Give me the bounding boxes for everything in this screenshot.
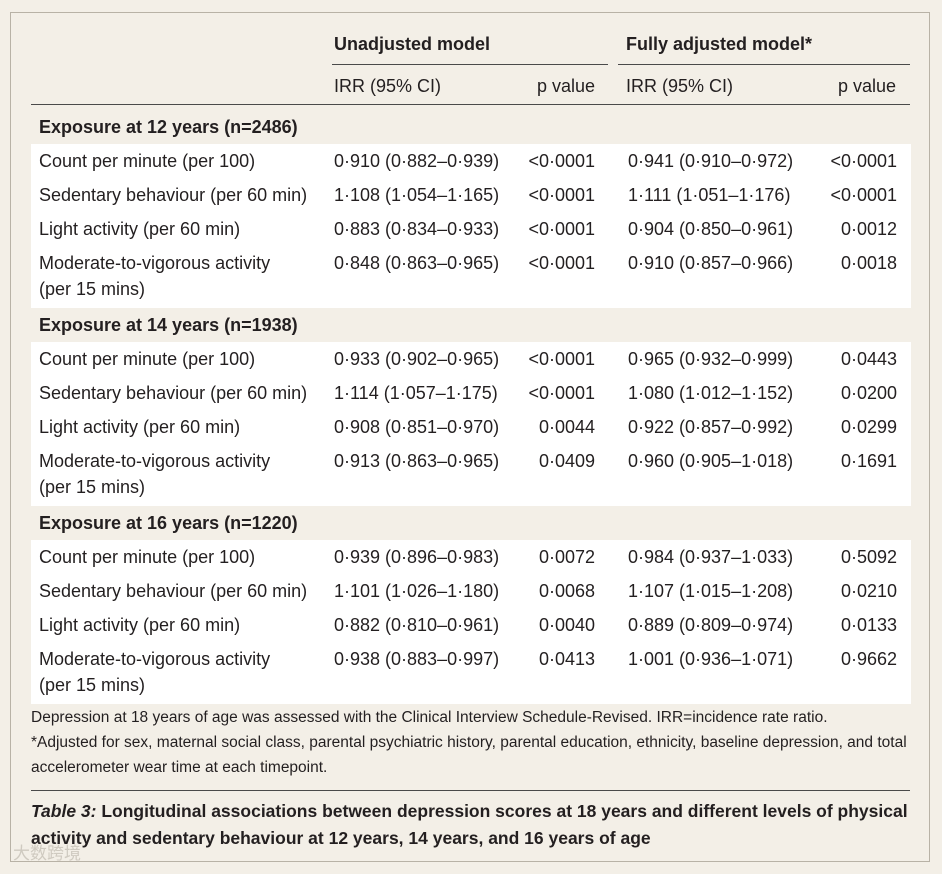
- column-header: IRR (95% CI): [626, 76, 734, 96]
- cell: 0·5092: [840, 547, 897, 567]
- cell: 1·080 (1·012–1·152): [628, 383, 794, 403]
- cell: <0·0001: [830, 185, 897, 205]
- cell: 1·111 (1·051–1·176): [628, 185, 791, 205]
- cell: 0·0018: [840, 253, 897, 273]
- cell: <0·0001: [528, 383, 595, 403]
- cell: 0·0012: [840, 219, 897, 239]
- rule: [31, 104, 910, 105]
- cell: 0·882 (0·810–0·961): [334, 615, 500, 635]
- cell: 0·0413: [538, 649, 595, 669]
- row-label: (per 15 mins): [39, 477, 146, 497]
- section-title: Exposure at 12 years (n=2486): [39, 117, 298, 137]
- cell: <0·0001: [528, 151, 595, 171]
- row-label: (per 15 mins): [39, 279, 146, 299]
- cell: 0·960 (0·905–1·018): [628, 451, 794, 471]
- cell: 0·1691: [840, 451, 897, 471]
- row-label: Light activity (per 60 min): [39, 417, 241, 437]
- column-header: p value: [837, 76, 896, 96]
- cell: 0·0040: [538, 615, 595, 635]
- column-header: IRR (95% CI): [334, 76, 442, 96]
- cell: 1·107 (1·015–1·208): [628, 581, 794, 601]
- cell: <0·0001: [528, 185, 595, 205]
- rule: [31, 790, 910, 791]
- footnote: *Adjusted for sex, maternal social class…: [31, 734, 907, 776]
- cell: <0·0001: [528, 219, 595, 239]
- footnote: Depression at 18 years of age was assess…: [31, 709, 828, 726]
- cell: 0·922 (0·857–0·992): [628, 417, 794, 437]
- cell: 0·938 (0·883–0·997): [334, 649, 500, 669]
- column-header: p value: [536, 76, 595, 96]
- cell: 0·910 (0·857–0·966): [628, 253, 794, 273]
- cell: 0·0068: [538, 581, 595, 601]
- cell: 0·883 (0·834–0·933): [334, 219, 500, 239]
- cell: 0·848 (0·863–0·965): [334, 253, 500, 273]
- cell: 0·908 (0·851–0·970): [334, 417, 500, 437]
- section-title: Exposure at 16 years (n=1220): [39, 513, 298, 533]
- row-label: Count per minute (per 100): [39, 349, 256, 369]
- row-label: Moderate-to-vigorous activity: [39, 649, 271, 669]
- cell: 0·913 (0·863–0·965): [334, 451, 500, 471]
- cell: 0·904 (0·850–0·961): [628, 219, 794, 239]
- cell: 1·101 (1·026–1·180): [334, 581, 500, 601]
- cell: 0·939 (0·896–0·983): [334, 547, 500, 567]
- cell: 1·114 (1·057–1·175): [334, 383, 498, 403]
- row-label: Light activity (per 60 min): [39, 219, 241, 239]
- document: Unadjusted model Fully adjusted model* I…: [10, 12, 930, 863]
- cell: 0·889 (0·809–0·974): [628, 615, 794, 635]
- cell: 0·0210: [840, 581, 897, 601]
- cell: 0·9662: [840, 649, 897, 669]
- cell: 0·933 (0·902–0·965): [334, 349, 500, 369]
- section-title: Exposure at 14 years (n=1938): [39, 315, 298, 335]
- row-label: Count per minute (per 100): [39, 547, 256, 567]
- caption: Table 3: Longitudinal associations betwe…: [31, 798, 916, 852]
- cell: 0·984 (0·937–1·033): [628, 547, 794, 567]
- row-label: Sedentary behaviour (per 60 min): [39, 185, 308, 205]
- row-label: Light activity (per 60 min): [39, 615, 241, 635]
- cell: <0·0001: [528, 349, 595, 369]
- row-band: [31, 540, 911, 704]
- cell: 0·965 (0·932–0·999): [628, 349, 794, 369]
- row-label: (per 15 mins): [39, 675, 146, 695]
- caption-label: Table 3:: [31, 801, 97, 821]
- cell: 0·0044: [538, 417, 595, 437]
- row-band: [31, 144, 911, 308]
- cell: 0·0443: [840, 349, 897, 369]
- group-header: Unadjusted model: [334, 34, 491, 54]
- cell: <0·0001: [830, 151, 897, 171]
- caption-text: Longitudinal associations between depres…: [31, 801, 908, 848]
- cell: 1·108 (1·054–1·165): [334, 185, 500, 205]
- cell: 0·0299: [840, 417, 897, 437]
- row-label: Moderate-to-vigorous activity: [39, 451, 271, 471]
- cell: 1·001 (0·936–1·071): [628, 649, 794, 669]
- row-label: Sedentary behaviour (per 60 min): [39, 581, 308, 601]
- row-label: Moderate-to-vigorous activity: [39, 253, 271, 273]
- row-band: [31, 342, 911, 506]
- watermark: 大数跨境: [13, 844, 81, 863]
- cell: 0·0133: [840, 615, 897, 635]
- row-label: Sedentary behaviour (per 60 min): [39, 383, 308, 403]
- group-header: Fully adjusted model*: [626, 34, 813, 54]
- cell: <0·0001: [528, 253, 595, 273]
- cell: 0·0200: [840, 383, 897, 403]
- cell: 0·941 (0·910–0·972): [628, 151, 794, 171]
- cell: 0·0409: [538, 451, 595, 471]
- rule: [332, 64, 608, 65]
- row-label: Count per minute (per 100): [39, 151, 256, 171]
- rule: [618, 64, 910, 65]
- cell: 0·0072: [538, 547, 595, 567]
- cell: 0·910 (0·882–0·939): [334, 151, 500, 171]
